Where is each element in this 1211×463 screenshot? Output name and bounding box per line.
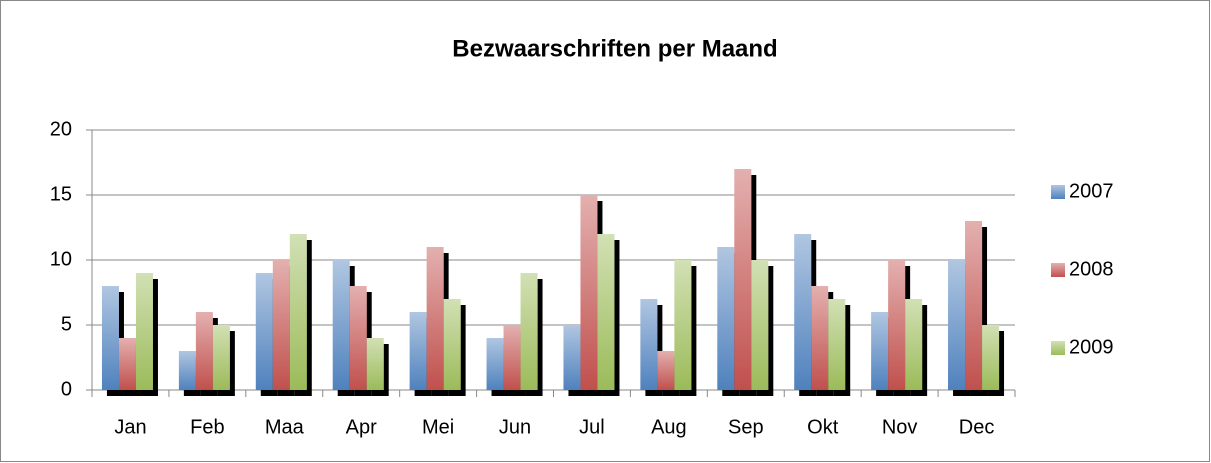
y-tick-label: 5	[61, 313, 72, 335]
bar	[503, 325, 521, 390]
bar	[905, 299, 923, 390]
bar	[948, 260, 966, 390]
bar	[443, 299, 461, 390]
bar	[657, 351, 675, 390]
bar	[751, 260, 769, 390]
bar	[426, 247, 444, 390]
bar	[674, 260, 692, 390]
x-tick-label: Jun	[499, 416, 531, 438]
x-tick-label: Sep	[728, 416, 764, 438]
bar	[982, 325, 1000, 390]
bar	[135, 273, 153, 390]
x-tick-label: Aug	[651, 416, 687, 438]
bar	[101, 286, 119, 390]
bar	[794, 234, 812, 390]
bar	[888, 260, 906, 390]
bar	[195, 312, 213, 390]
bar	[965, 221, 983, 390]
y-tick-label: 20	[50, 118, 72, 140]
legend-label: 2009	[1069, 336, 1114, 358]
bar	[640, 299, 658, 390]
bar	[212, 325, 230, 390]
y-tick-label: 10	[50, 248, 72, 270]
x-tick-label: Nov	[882, 416, 918, 438]
x-tick-label: Okt	[807, 416, 839, 438]
bar	[255, 273, 273, 390]
bar	[366, 338, 384, 390]
bar	[332, 260, 350, 390]
legend-label: 2007	[1069, 180, 1114, 202]
bar	[811, 286, 829, 390]
legend-label: 2008	[1069, 258, 1114, 280]
x-tick-label: Mei	[422, 416, 454, 438]
legend-swatch	[1051, 263, 1065, 277]
chart-title: Bezwaarschriften per Maand	[452, 35, 777, 62]
bar	[828, 299, 846, 390]
bar	[597, 234, 615, 390]
bar	[272, 260, 290, 390]
bar	[289, 234, 307, 390]
legend-swatch	[1051, 341, 1065, 355]
bar	[580, 195, 598, 390]
x-tick-label: Apr	[346, 416, 377, 438]
y-tick-label: 15	[50, 183, 72, 205]
bar	[178, 351, 196, 390]
x-tick-label: Maa	[265, 416, 305, 438]
legend-swatch	[1051, 185, 1065, 199]
bar	[118, 338, 136, 390]
bar	[520, 273, 538, 390]
x-tick-label: Dec	[959, 416, 995, 438]
x-tick-label: Jan	[114, 416, 146, 438]
y-tick-label: 0	[61, 378, 72, 400]
x-tick-label: Jul	[579, 416, 605, 438]
x-tick-label: Feb	[190, 416, 224, 438]
bar	[409, 312, 427, 390]
bar	[349, 286, 367, 390]
bar	[563, 325, 581, 390]
bar	[734, 169, 752, 390]
bar	[486, 338, 504, 390]
bar	[871, 312, 889, 390]
bar	[717, 247, 735, 390]
